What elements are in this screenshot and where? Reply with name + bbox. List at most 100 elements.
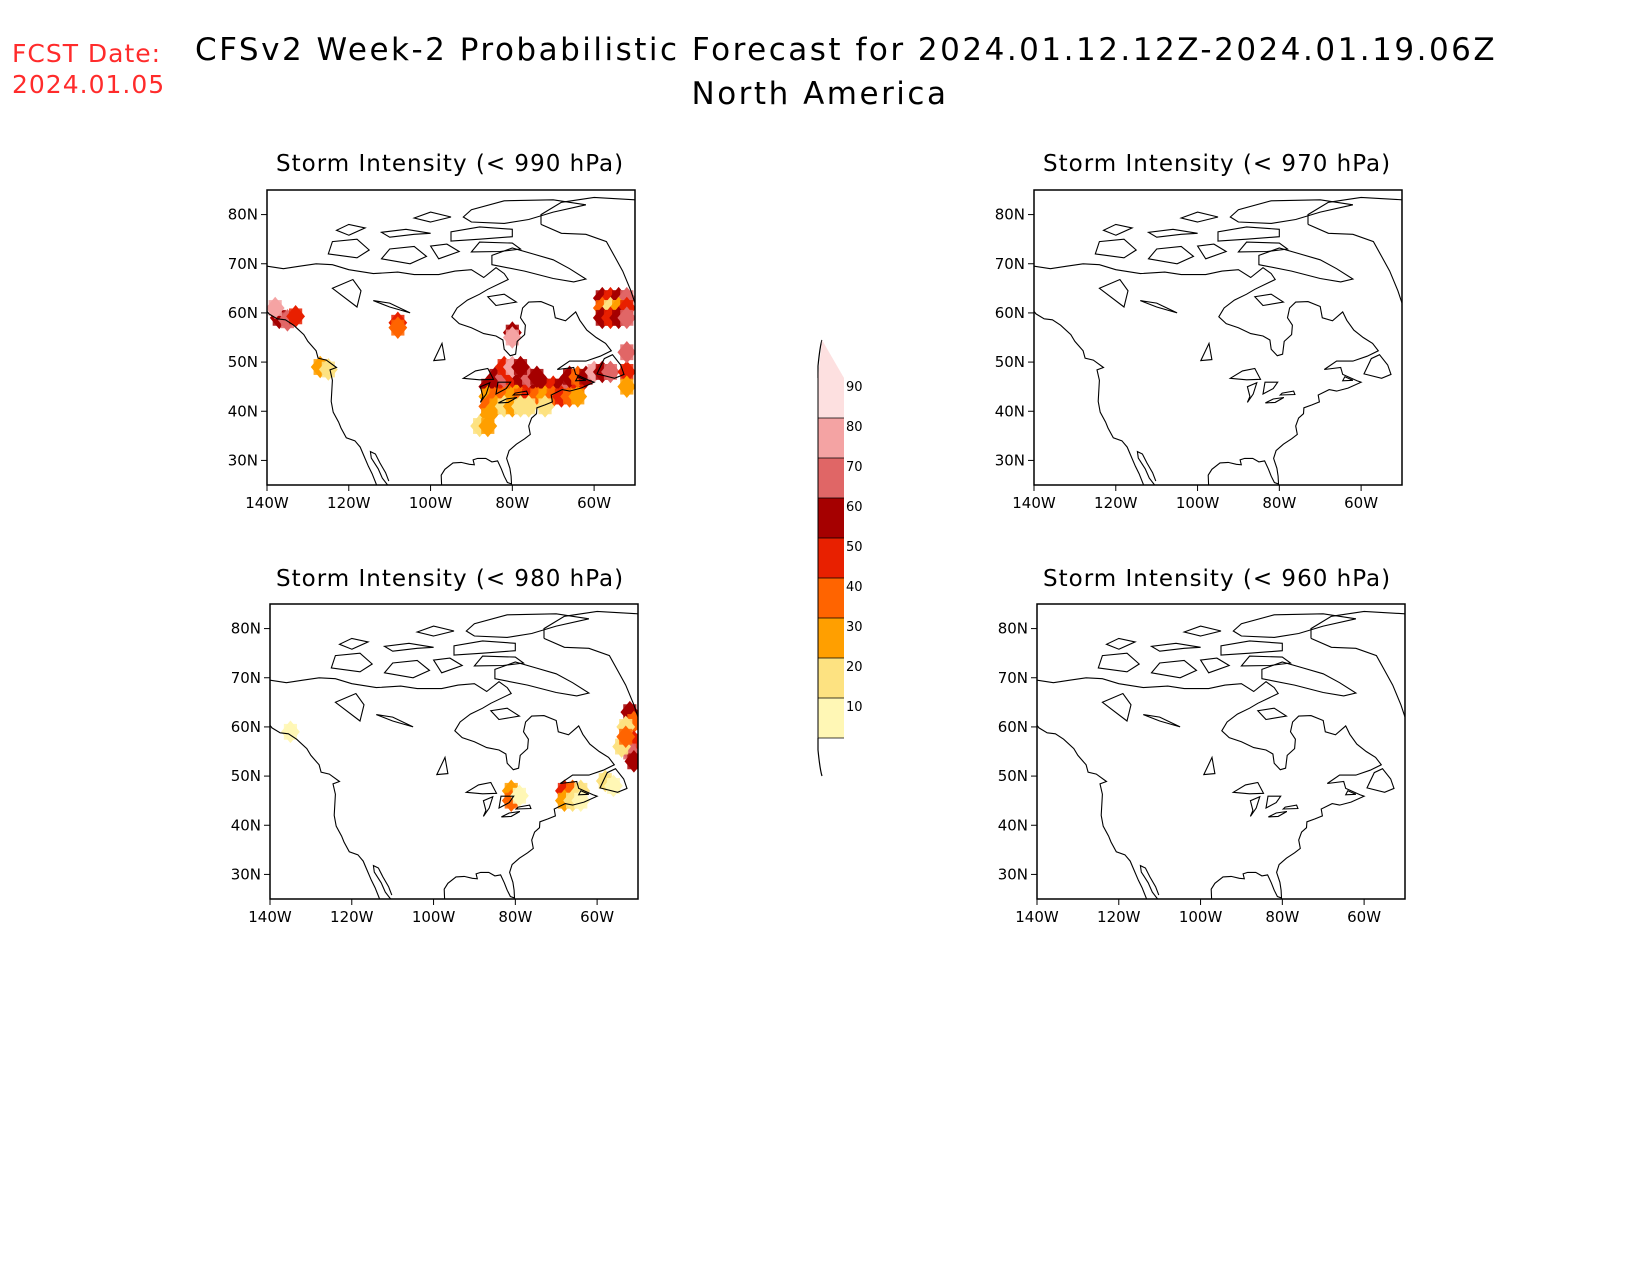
colorbar-swatch [818,698,844,738]
lat-label: 70N [998,669,1028,687]
lake-outline [1249,795,1261,817]
arctic-island [599,768,628,793]
lake-outline [1265,396,1285,404]
lake-outline [1140,300,1178,314]
lon-label: 80W [498,908,532,926]
lake-outline [1199,341,1213,362]
coastline-gulf-of-california [1136,450,1157,485]
lake-outline [1101,692,1132,722]
arctic-island [1196,243,1228,260]
map-frame [269,603,639,900]
lat-label: 50N [231,767,261,785]
map-plot-area [270,610,638,899]
lon-label: 60W [580,908,614,926]
colorbar-level-label: 90 [846,380,863,395]
probability-cell [619,728,633,745]
probability-cell [283,723,298,740]
lake-outline [1098,278,1129,308]
arctic-island [465,613,590,638]
lon-label: 60W [1344,494,1378,512]
lon-label: 120W [1097,908,1141,926]
arctic-island [1102,223,1134,236]
coastline-greenland [1307,196,1402,304]
lat-label: 30N [998,865,1028,883]
probability-cell [571,388,585,405]
colorbar-top-arrow [817,339,823,378]
lake-outline [464,781,498,795]
probability-cell [620,378,634,395]
probability-cell [512,787,527,804]
lon-label: 140W [248,908,292,926]
arctic-island [338,637,370,650]
lon-label: 100W [1176,494,1220,512]
colorbar-swatch [818,498,844,538]
lake-outline [1231,781,1265,795]
lon-label: 100W [409,494,453,512]
lon-label: 80W [495,494,529,512]
colorbar-swatch [818,658,844,698]
arctic-island [379,228,431,238]
probability-cell [391,319,405,336]
probability-cell [574,792,588,809]
lake-outline [373,300,411,314]
lake-outline [376,714,414,728]
arctic-island [1094,238,1138,259]
arctic-island [330,652,374,673]
lat-label: 80N [995,206,1025,224]
lake-outline [435,755,449,776]
lon-label: 80W [1262,494,1296,512]
colorbar-level-label: 20 [846,660,863,675]
lake-outline [1143,714,1181,728]
colorbar-level-label: 70 [846,460,863,475]
arctic-island [1105,637,1137,650]
lat-label: 60N [231,718,261,736]
arctic-island [1149,642,1201,652]
arctic-island [1344,790,1357,796]
arctic-island [1253,293,1285,307]
lat-label: 70N [995,255,1025,273]
arctic-island [486,293,518,307]
lat-label: 80N [231,620,261,638]
probability-cell [620,344,634,361]
lake-outline [1265,795,1282,810]
colorbar-level-label: 60 [846,500,863,515]
panel-title-980: Storm Intensity (< 980 hPa) [276,566,625,592]
coastline-pacific [1037,725,1148,899]
colorbar-level-label: 50 [846,540,863,555]
coastline-gulf-of-california [369,450,390,485]
forecast-date-value: 2024.01.05 [12,70,166,99]
arctic-island [335,223,367,236]
arctic-island [577,790,590,796]
coastline [1034,263,1380,485]
lon-label: 80W [1265,908,1299,926]
coastline [270,677,616,899]
lat-label: 40N [228,402,258,420]
arctic-island [1147,245,1195,265]
lat-label: 60N [995,304,1025,322]
coastline-greenland [543,610,638,718]
lake-outline [498,396,518,404]
arctic-island [1341,376,1354,382]
colorbar-swatch [818,458,844,498]
arctic-island [1258,247,1355,283]
map-plot-area [267,196,635,485]
arctic-island [415,625,455,637]
lake-outline [461,367,495,381]
map-panel-990: 80N 70N 60N 50N 40N 30N 140W 120W 100W 80W 60W [228,189,636,512]
coastline-greenland [1310,610,1405,718]
map-panel-970: 80N 70N 60N 50N 40N 30N 140W 120W 100W 80W 60W [995,189,1403,512]
coastline-gulf-of-california [372,864,393,899]
arctic-island [1217,226,1280,242]
lake-outline [1262,381,1279,396]
map-panel-960: 80N 70N 60N 50N 40N 30N 140W 120W 100W 80W 60W [998,603,1406,926]
probability-cell [620,309,634,326]
lat-label: 60N [228,304,258,322]
lon-label: 60W [1347,908,1381,926]
lake-outline [1246,381,1258,403]
lon-label: 60W [577,494,611,512]
forecast-date-label: FCST Date: [12,39,162,68]
lat-label: 70N [228,255,258,273]
colorbar-swatch [818,418,844,458]
lake-outline [1268,810,1288,818]
lake-outline [514,804,532,810]
